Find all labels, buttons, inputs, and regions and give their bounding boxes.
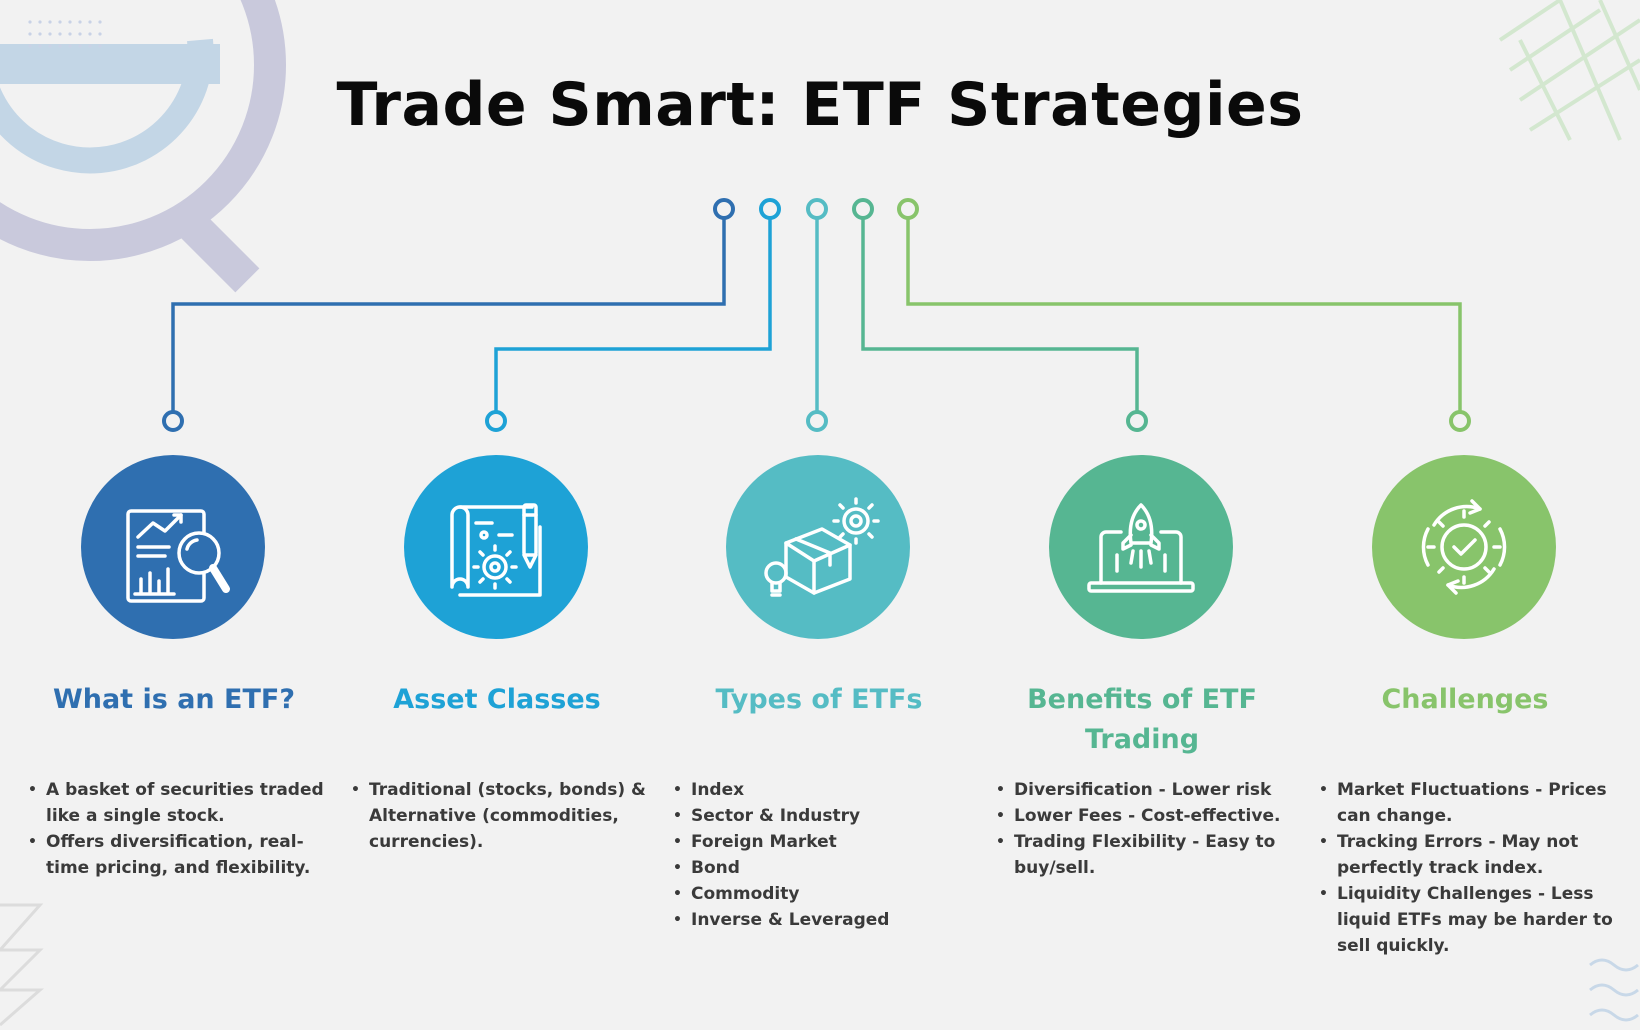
connector-end-node-3 (806, 410, 828, 432)
bullet-item: Inverse & Leveraged (673, 907, 971, 933)
bullet-item: Market Fluctuations - Prices can change. (1319, 777, 1617, 829)
connector-top-node-2 (759, 198, 781, 220)
section-heading: What is an ETF? (52, 684, 296, 715)
bullet-item: Foreign Market (673, 829, 971, 855)
bullet-item: Offers diversification, real-time pricin… (28, 829, 326, 881)
connector-top-node-5 (897, 198, 919, 220)
bullet-list: Diversification - Lower risk Lower Fees … (992, 777, 1294, 881)
section-heading: Asset Classes (393, 684, 601, 715)
gear-check-cycle-icon (1421, 499, 1507, 595)
section-icon-circle (81, 455, 265, 639)
blueprint-gear-icon (450, 503, 542, 597)
wave-decoration (1589, 958, 1639, 1022)
zigzag-decoration (0, 903, 44, 1027)
connector-top-node-4 (852, 198, 874, 220)
section-heading: Challenges (1381, 684, 1549, 715)
connector-line-2 (494, 209, 772, 416)
bullet-item: Tracking Errors - May not perfectly trac… (1319, 829, 1617, 881)
logo-watermark (0, 0, 286, 293)
bullet-list: Index Sector & Industry Foreign Market B… (669, 777, 971, 933)
bullet-item: Sector & Industry (673, 803, 971, 829)
connector-end-node-1 (162, 410, 184, 432)
section-heading: Benefits of ETF Trading (1027, 684, 1257, 755)
laptop-rocket-icon (1087, 503, 1195, 593)
bullet-list: A basket of securities traded like a sin… (24, 777, 326, 881)
grid-decoration (1498, 0, 1640, 141)
bullet-item: Lower Fees - Cost-effective. (996, 803, 1294, 829)
connector-end-node-5 (1449, 410, 1471, 432)
connector-end-node-2 (485, 410, 507, 432)
section-icon-circle (726, 455, 910, 639)
bullet-list: Market Fluctuations - Prices can change.… (1315, 777, 1617, 959)
report-magnifier-icon (126, 509, 230, 603)
section-icon-circle (404, 455, 588, 639)
box-gear-bulb-icon (764, 497, 880, 597)
section-icon-circle (1372, 455, 1556, 639)
connector-line-5 (906, 209, 1462, 416)
connector-line-4 (861, 209, 1139, 416)
connector-top-node-1 (713, 198, 735, 220)
bullet-item: Trading Flexibility - Easy to buy/sell. (996, 829, 1294, 881)
section-heading: Types of ETFs (715, 684, 923, 715)
connector-line-1 (171, 209, 726, 416)
connector-top-node-3 (806, 198, 828, 220)
bullet-item: Diversification - Lower risk (996, 777, 1294, 803)
bullet-item: Liquidity Challenges - Less liquid ETFs … (1319, 881, 1617, 959)
bullet-item: Commodity (673, 881, 971, 907)
page-title: Trade Smart: ETF Strategies (336, 70, 1304, 140)
section-icon-circle (1049, 455, 1233, 639)
bullet-item: A basket of securities traded like a sin… (28, 777, 326, 829)
connector-end-node-4 (1126, 410, 1148, 432)
bullet-item: Traditional (stocks, bonds) & Alternativ… (351, 777, 649, 855)
bullet-item: Index (673, 777, 971, 803)
bullet-list: Traditional (stocks, bonds) & Alternativ… (347, 777, 649, 855)
bullet-item: Bond (673, 855, 971, 881)
